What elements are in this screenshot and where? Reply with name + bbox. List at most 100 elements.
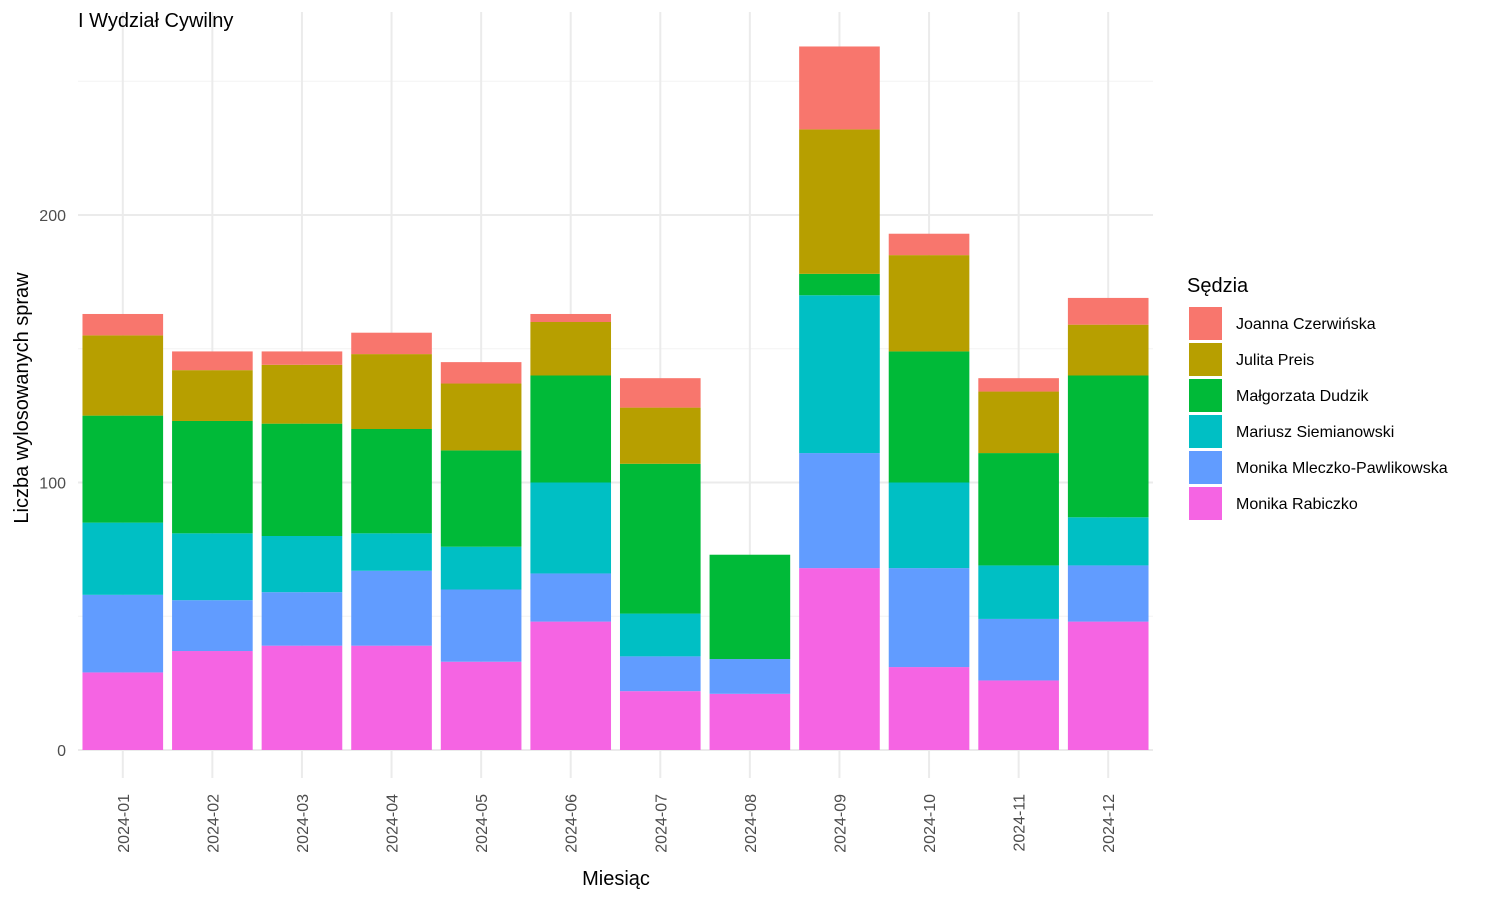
bar-segment: Joanna Czerwińska 2024-11: 5 <box>978 378 1059 392</box>
bar-segment: Joanna Czerwińska 2024-02: 7 <box>172 351 253 371</box>
bar-segment: Julita Preis 2024-01: 30 <box>82 335 164 416</box>
legend-swatch <box>1189 307 1222 340</box>
bar-segment: Małgorzata Dudzik 2024-06: 40 <box>530 375 612 483</box>
bar-segment: Monika Mleczko-Pawlikowska 2024-03: 20 <box>261 592 343 646</box>
x-tick-label: 2024-02 <box>205 794 222 853</box>
bar-segment: Monika Rabiczko 2024-06: 48 <box>530 621 612 750</box>
bar-segment: Monika Mleczko-Pawlikowska 2024-04: 28 <box>351 570 432 646</box>
bar-segment: Monika Rabiczko 2024-11: 26 <box>978 680 1059 750</box>
y-tick-label: 0 <box>57 743 66 760</box>
legend-label: Julita Preis <box>1236 352 1314 369</box>
bar-segment: Małgorzata Dudzik 2024-03: 42 <box>261 423 343 536</box>
x-tick-label: 2024-06 <box>564 794 581 853</box>
x-axis-title: Miesiąc <box>582 868 650 890</box>
bar-segment: Joanna Czerwińska 2024-09: 31 <box>799 46 880 130</box>
bar-segment: Mariusz Siemianowski 2024-04: 14 <box>351 533 432 571</box>
bar-segment: Monika Mleczko-Pawlikowska 2024-05: 27 <box>440 589 522 662</box>
legend-swatch <box>1189 343 1222 376</box>
bar-segment: Mariusz Siemianowski 2024-11: 20 <box>978 565 1059 619</box>
bar-segment: Małgorzata Dudzik 2024-12: 53 <box>1067 375 1149 518</box>
legend-label: Monika Rabiczko <box>1236 496 1358 513</box>
x-tick-label: 2024-07 <box>653 794 670 853</box>
bar-segment: Julita Preis 2024-04: 28 <box>351 354 432 429</box>
bar-segment: Monika Rabiczko 2024-09: 68 <box>799 568 880 750</box>
bar-segment: Julita Preis 2024-09: 54 <box>799 129 880 274</box>
x-tick-label: 2024-09 <box>832 794 849 853</box>
bar-segment: Joanna Czerwińska 2024-07: 11 <box>619 378 701 408</box>
bar-segment: Małgorzata Dudzik 2024-05: 36 <box>440 450 522 547</box>
bar-segment: Monika Rabiczko 2024-04: 39 <box>351 645 432 750</box>
bar-segment: Mariusz Siemianowski 2024-03: 21 <box>261 536 343 593</box>
bar-segment: Małgorzata Dudzik 2024-01: 40 <box>82 415 164 523</box>
y-tick-labels: 0 100 200 <box>39 208 66 760</box>
bar-segment: Julita Preis 2024-02: 19 <box>172 370 253 421</box>
y-tick-label: 100 <box>39 476 66 493</box>
bar-segment: Mariusz Siemianowski 2024-05: 16 <box>440 546 522 590</box>
bar-segment: Monika Rabiczko 2024-07: 22 <box>619 691 701 750</box>
bar-segment: Monika Mleczko-Pawlikowska 2024-02: 19 <box>172 600 253 652</box>
bar-segment: Mariusz Siemianowski 2024-10: 32 <box>888 482 970 569</box>
y-tick-label: 200 <box>39 208 66 225</box>
bar-segment: Monika Mleczko-Pawlikowska 2024-08: 13 <box>709 659 791 694</box>
bar-segment: Małgorzata Dudzik 2024-04: 39 <box>351 429 432 534</box>
bar-segment: Monika Mleczko-Pawlikowska 2024-10: 37 <box>888 568 970 668</box>
legend-swatch <box>1189 415 1222 448</box>
bar-segment: Małgorzata Dudzik 2024-08: 39 <box>709 554 791 660</box>
x-tick-label: 2024-03 <box>295 794 312 853</box>
x-tick-label: 2024-01 <box>116 794 133 853</box>
bar-segment: Monika Rabiczko 2024-01: 29 <box>82 672 164 750</box>
bar-segment: Monika Mleczko-Pawlikowska 2024-11: 23 <box>978 618 1059 681</box>
y-axis-title: Liczba wylosowanych spraw <box>11 272 33 524</box>
bar-segment: Monika Rabiczko 2024-08: 21 <box>709 693 791 750</box>
legend-title: Sędzia <box>1187 275 1249 297</box>
bar-segment: Julita Preis 2024-07: 21 <box>619 407 701 464</box>
x-tick-label: 2024-05 <box>474 794 491 853</box>
x-tick-label: 2024-10 <box>922 794 939 853</box>
bar-segment: Małgorzata Dudzik 2024-07: 56 <box>619 463 701 614</box>
bar-segment: Mariusz Siemianowski 2024-02: 25 <box>172 533 253 601</box>
x-tick-label: 2024-08 <box>743 794 760 853</box>
bar-segment: Małgorzata Dudzik 2024-09: 8 <box>799 273 880 296</box>
legend: Sędzia Joanna Czerwińska Julita Preis Małg… <box>1187 275 1448 520</box>
chart-title: I Wydział Cywilny <box>78 10 233 32</box>
bar-segment: Monika Rabiczko 2024-10: 31 <box>888 667 970 750</box>
bar-segment: Mariusz Siemianowski 2024-06: 34 <box>530 482 612 574</box>
bar-segment: Monika Rabiczko 2024-12: 48 <box>1067 621 1149 750</box>
legend-label: Monika Mleczko-Pawlikowska <box>1236 460 1448 477</box>
x-tick-label: 2024-04 <box>385 794 402 853</box>
bar-segment: Monika Mleczko-Pawlikowska 2024-09: 43 <box>799 453 880 569</box>
bar-segment: Joanna Czerwińska 2024-10: 8 <box>888 233 970 256</box>
bar-segment: Joanna Czerwińska 2024-06: 3 <box>530 313 612 322</box>
bar-segment: Małgorzata Dudzik 2024-11: 42 <box>978 453 1059 566</box>
bar-segment: Monika Mleczko-Pawlikowska 2024-07: 13 <box>619 656 701 692</box>
bar-segment: Monika Rabiczko 2024-02: 37 <box>172 651 253 750</box>
bar-segment: Monika Mleczko-Pawlikowska 2024-06: 18 <box>530 573 612 622</box>
bar-segment: Joanna Czerwińska 2024-12: 10 <box>1067 297 1149 325</box>
bar-segment: Małgorzata Dudzik 2024-02: 42 <box>172 420 253 534</box>
legend-swatch <box>1189 451 1222 484</box>
bar-segment: Monika Mleczko-Pawlikowska 2024-01: 29 <box>82 594 164 673</box>
legend-label: Małgorzata Dudzik <box>1236 388 1370 405</box>
x-tick-label: 2024-11 <box>1012 794 1029 852</box>
bar-segment: Julita Preis 2024-06: 20 <box>530 322 612 376</box>
legend-label: Mariusz Siemianowski <box>1236 424 1394 441</box>
bar-segment: Małgorzata Dudzik 2024-10: 49 <box>888 351 970 483</box>
bars: Monika Rabiczko 2024-01: 29Monika Mleczk… <box>82 46 1149 750</box>
bar-segment: Mariusz Siemianowski 2024-09: 59 <box>799 295 880 454</box>
bar-segment: Mariusz Siemianowski 2024-12: 18 <box>1067 517 1149 566</box>
bar-segment: Mariusz Siemianowski 2024-07: 16 <box>619 613 701 657</box>
bar-segment: Julita Preis 2024-03: 22 <box>261 364 343 424</box>
bar-segment: Monika Mleczko-Pawlikowska 2024-12: 21 <box>1067 565 1149 622</box>
legend-swatch <box>1189 379 1222 412</box>
bar-segment: Joanna Czerwińska 2024-03: 5 <box>261 351 343 365</box>
x-tick-label: 2024-12 <box>1101 794 1118 853</box>
legend-label: Joanna Czerwińska <box>1236 316 1376 333</box>
bar-segment: Julita Preis 2024-11: 23 <box>978 391 1059 454</box>
bar-segment: Mariusz Siemianowski 2024-01: 27 <box>82 522 164 595</box>
x-tick-labels: 2024-01 2024-02 2024-03 2024-04 2024-05 2024-… <box>116 794 1118 853</box>
bar-segment: Julita Preis 2024-10: 36 <box>888 255 970 352</box>
legend-swatch <box>1189 487 1222 520</box>
bar-segment: Julita Preis 2024-05: 25 <box>440 383 522 451</box>
bar-segment: Joanna Czerwińska 2024-01: 8 <box>82 313 164 336</box>
bar-segment: Julita Preis 2024-12: 19 <box>1067 324 1149 376</box>
